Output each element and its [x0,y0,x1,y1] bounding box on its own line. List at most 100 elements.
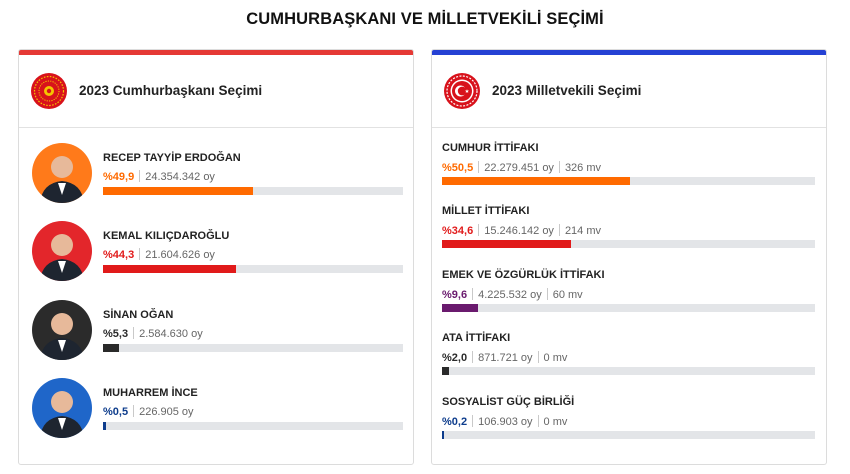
page-title: CUMHURBAŞKANI VE MİLLETVEKİLİ SEÇİMİ [246,10,604,28]
progress-track [442,367,815,375]
alliance-stats: %0,2 106.903 oy 0 mv [442,415,567,428]
divider [133,405,135,417]
vote-count: 21.604.626 oy [145,249,215,261]
vote-percentage: %0,5 [103,406,129,418]
candidate-stats: %49,9 24.354.342 oy [103,170,215,183]
progress-fill [442,304,478,312]
progress-fill [103,187,253,195]
vote-count: 2.584.630 oy [139,328,203,340]
avatar-head [51,156,73,178]
vote-percentage: %2,0 [442,352,468,364]
candidate-stats: %5,3 2.584.630 oy [103,327,203,340]
vote-count: 106.903 oy [478,416,533,428]
alliance-name: ATA İTTİFAKI [442,332,511,344]
presidential-seal-icon [31,73,67,109]
progress-track [442,177,815,185]
presidential-election-panel: 2023 Cumhurbaşkanı Seçimi RECEP TAYYİP E… [18,49,414,465]
vote-percentage: %50,5 [442,162,474,174]
candidate-name: MUHARREM İNCE [103,387,198,399]
candidate-row: KEMAL KILIÇDAROĞLU %44,3 21.604.626 oy [19,211,413,287]
alliance-stats: %50,5 22.279.451 oy 326 mv [442,161,601,174]
vote-percentage: %49,9 [103,171,135,183]
vote-count: 24.354.342 oy [145,171,215,183]
avatar-head [51,391,73,413]
vote-count: 4.225.532 oy [478,289,542,301]
candidate-row: RECEP TAYYİP ERDOĞAN %49,9 24.354.342 oy [19,133,413,209]
panel-accent-bar [19,50,413,55]
panel-header: 2023 Cumhurbaşkanı Seçimi [19,55,413,128]
vote-count: 22.279.451 oy [484,162,554,174]
divider [558,224,560,236]
alliance-row: EMEK VE ÖZGÜRLÜK İTTİFAKI %9,6 4.225.532 o… [432,260,826,323]
avatar-shirt [58,261,66,273]
vote-count: 226.905 oy [139,406,194,418]
progress-fill [103,344,119,352]
candidate-row: MUHARREM İNCE %0,5 226.905 oy [19,368,413,444]
divider [558,161,560,173]
progress-fill [442,177,631,185]
candidate-stats: %0,5 226.905 oy [103,405,194,418]
candidate-avatar [32,143,92,203]
progress-fill [103,422,106,430]
divider [472,288,474,300]
vote-percentage: %44,3 [103,249,135,261]
divider [537,415,539,427]
progress-fill [442,431,444,439]
avatar-shirt [58,340,66,352]
alliance-stats: %2,0 871.721 oy 0 mv [442,351,567,364]
candidate-name: RECEP TAYYİP ERDOĞAN [103,152,241,164]
candidate-name: SİNAN OĞAN [103,309,174,321]
progress-fill [103,265,236,273]
seat-count: 0 mv [543,416,568,428]
seat-count: 0 mv [543,352,568,364]
panel-title: 2023 Cumhurbaşkanı Seçimi [79,83,263,98]
divider [139,170,141,182]
seat-count: 326 mv [564,162,602,174]
alliance-stats: %9,6 4.225.532 oy 60 mv [442,288,583,301]
divider [546,288,548,300]
progress-track [442,304,815,312]
progress-track [103,265,403,273]
vote-percentage: %9,6 [442,289,468,301]
divider [478,161,480,173]
alliance-name: EMEK VE ÖZGÜRLÜK İTTİFAKI [442,269,605,281]
seat-count: 214 mv [564,225,602,237]
divider [472,415,474,427]
alliance-row: CUMHUR İTTİFAKI %50,5 22.279.451 oy 326 mv [432,133,826,196]
divider [472,351,474,363]
divider [139,248,141,260]
person-avatar-icon [32,221,92,281]
vote-count: 871.721 oy [478,352,533,364]
progress-track [103,422,403,430]
divider [478,224,480,236]
vote-percentage: %34,6 [442,225,474,237]
avatar-shirt [58,183,66,195]
candidate-avatar [32,221,92,281]
parliamentary-election-panel: 2023 Milletvekili Seçimi CUMHUR İTTİFAKI… [431,49,827,465]
alliance-stats: %34,6 15.246.142 oy 214 mv [442,224,601,237]
avatar-head [51,234,73,256]
candidate-avatar [32,300,92,360]
candidate-name: KEMAL KILIÇDAROĞLU [103,230,230,242]
avatar-head [51,313,73,335]
progress-fill [442,367,450,375]
alliance-row: ATA İTTİFAKI %2,0 871.721 oy 0 mv [432,323,826,386]
progress-fill [442,240,572,248]
parliament-emblem-icon [444,73,480,109]
divider [133,327,135,339]
person-avatar-icon [32,300,92,360]
vote-count: 15.246.142 oy [484,225,554,237]
person-avatar-icon [32,378,92,438]
progress-track [442,431,815,439]
alliance-row: SOSYALİST GÜÇ BİRLİĞİ %0,2 106.903 oy 0 mv [432,387,826,450]
seat-count: 60 mv [552,289,583,301]
vote-percentage: %0,2 [442,416,468,428]
alliance-name: MİLLET İTTİFAKI [442,205,530,217]
person-avatar-icon [32,143,92,203]
panel-title: 2023 Milletvekili Seçimi [492,83,642,98]
progress-track [442,240,815,248]
candidate-row: SİNAN OĞAN %5,3 2.584.630 oy [19,290,413,366]
candidate-avatar [32,378,92,438]
alliance-name: SOSYALİST GÜÇ BİRLİĞİ [442,396,575,408]
candidate-stats: %44,3 21.604.626 oy [103,248,215,261]
